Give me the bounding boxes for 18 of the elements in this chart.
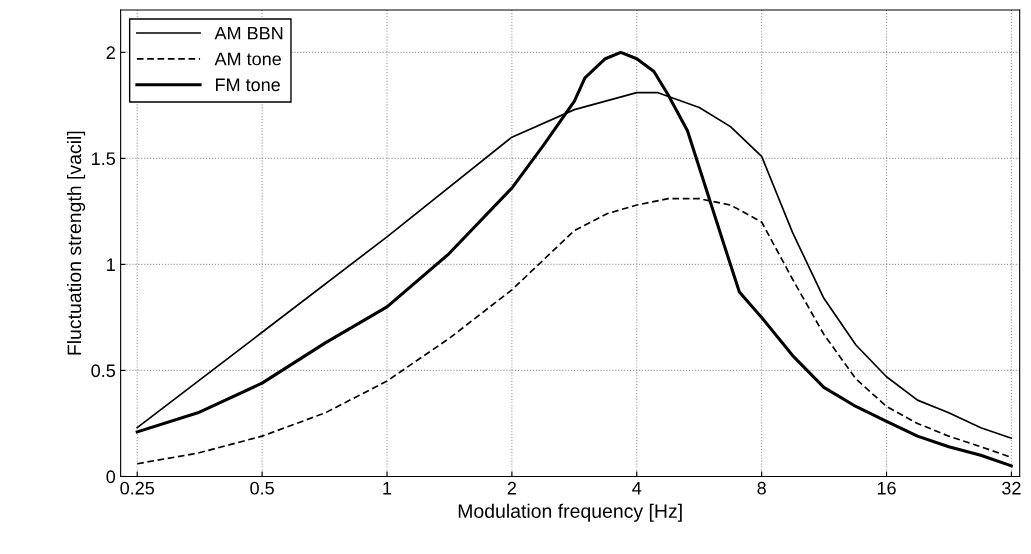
x-axis-title: Modulation frequency [Hz]	[458, 503, 682, 522]
y-tick-label: 0.5	[91, 364, 116, 378]
x-tick-label: 16	[877, 481, 896, 495]
y-tick-label: 0	[106, 470, 116, 484]
x-tick-label: 1	[383, 481, 392, 495]
x-tick-label: 2	[507, 481, 516, 495]
x-tick-label: 8	[757, 481, 766, 495]
y-axis-title: Fluctuation strength [vacil]	[66, 131, 86, 355]
legend-label: FM tone	[216, 78, 280, 92]
x-tick-label: 32	[1002, 481, 1021, 495]
legend-label: AM tone	[214, 52, 281, 66]
y-tick-label: 2	[106, 46, 115, 59]
y-tick-label: 1.5	[92, 152, 116, 166]
x-tick-label: 4	[632, 481, 642, 495]
legend-label: AM BBN	[214, 26, 283, 40]
x-tick-label: 0.5	[250, 481, 274, 495]
x-tick-label: 0.25	[120, 481, 155, 495]
y-tick-label: 1	[107, 258, 115, 271]
